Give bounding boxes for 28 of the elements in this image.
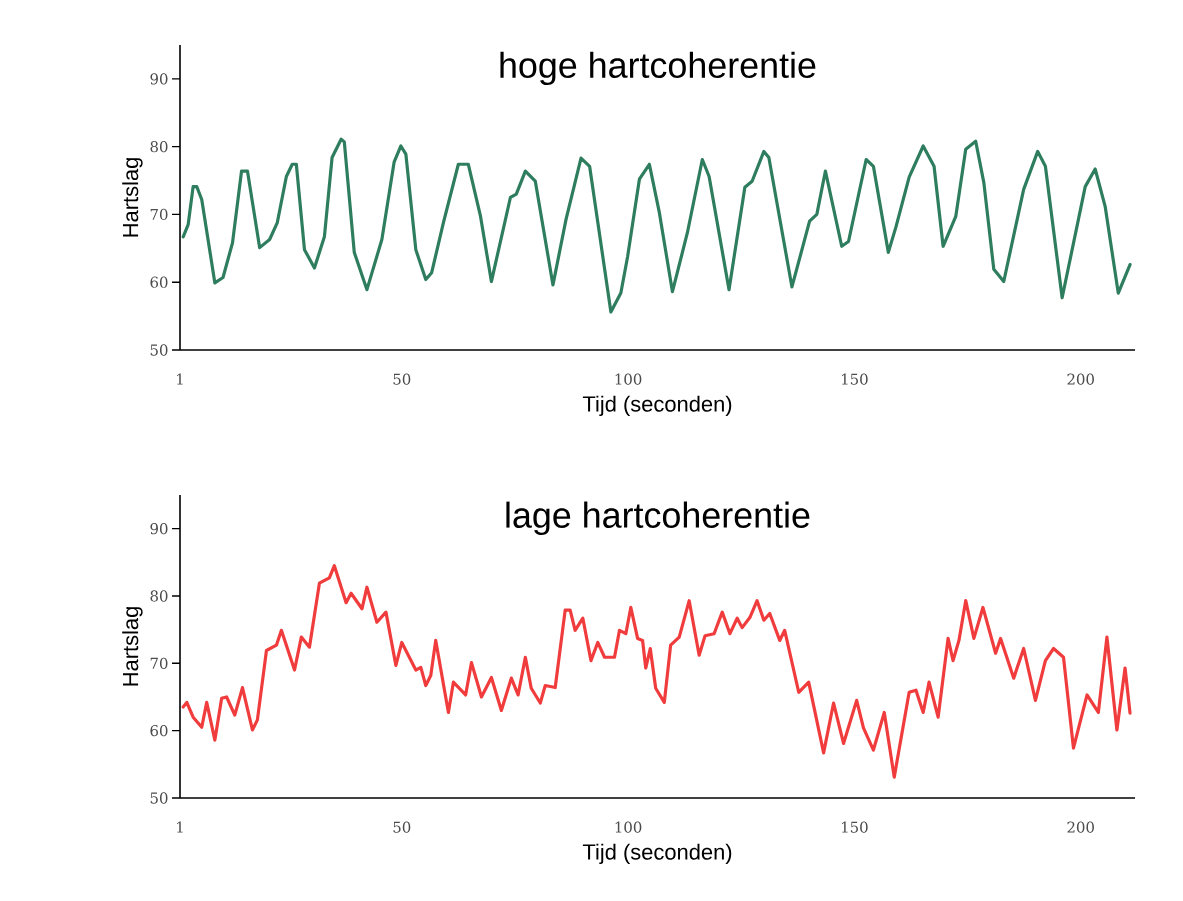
line-series <box>181 137 1132 314</box>
x-tick-label: 100 <box>615 821 642 833</box>
line-series <box>181 564 1132 779</box>
y-tick-label: 90 <box>150 73 168 85</box>
y-tick-label: 70 <box>150 657 168 669</box>
y-tick-label: 70 <box>150 208 168 221</box>
x-tick-label: 1 <box>177 821 183 833</box>
x-tick-label: 200 <box>1067 373 1094 385</box>
x-tick-label: 100 <box>615 373 642 385</box>
x-tick-label: 50 <box>393 821 411 833</box>
chart-title: lage hartcoherentie <box>506 501 810 536</box>
x-tick-label: 1 <box>177 373 183 385</box>
y-tick-label: 60 <box>150 276 168 288</box>
y-tick-label: 60 <box>150 725 168 737</box>
y-axis-title: Hartslag <box>122 607 143 686</box>
y-tick-label: 80 <box>150 590 168 602</box>
y-tick-label: 50 <box>150 344 168 356</box>
x-axis-title: Tijd (seconden) <box>582 395 732 417</box>
y-axis-title: Hartslag <box>122 158 143 237</box>
x-tick-label: 200 <box>1067 821 1094 833</box>
y-tick-label: 50 <box>150 792 168 804</box>
x-tick-label: 50 <box>393 373 411 385</box>
y-tick-label: 90 <box>150 522 168 535</box>
x-axis-title: Tijd (seconden) <box>582 843 732 865</box>
chart-title: hoge hartcoherentie <box>500 51 816 86</box>
x-tick-label: 150 <box>841 373 868 385</box>
x-tick-label: 150 <box>841 821 868 833</box>
y-tick-label: 80 <box>150 140 168 153</box>
